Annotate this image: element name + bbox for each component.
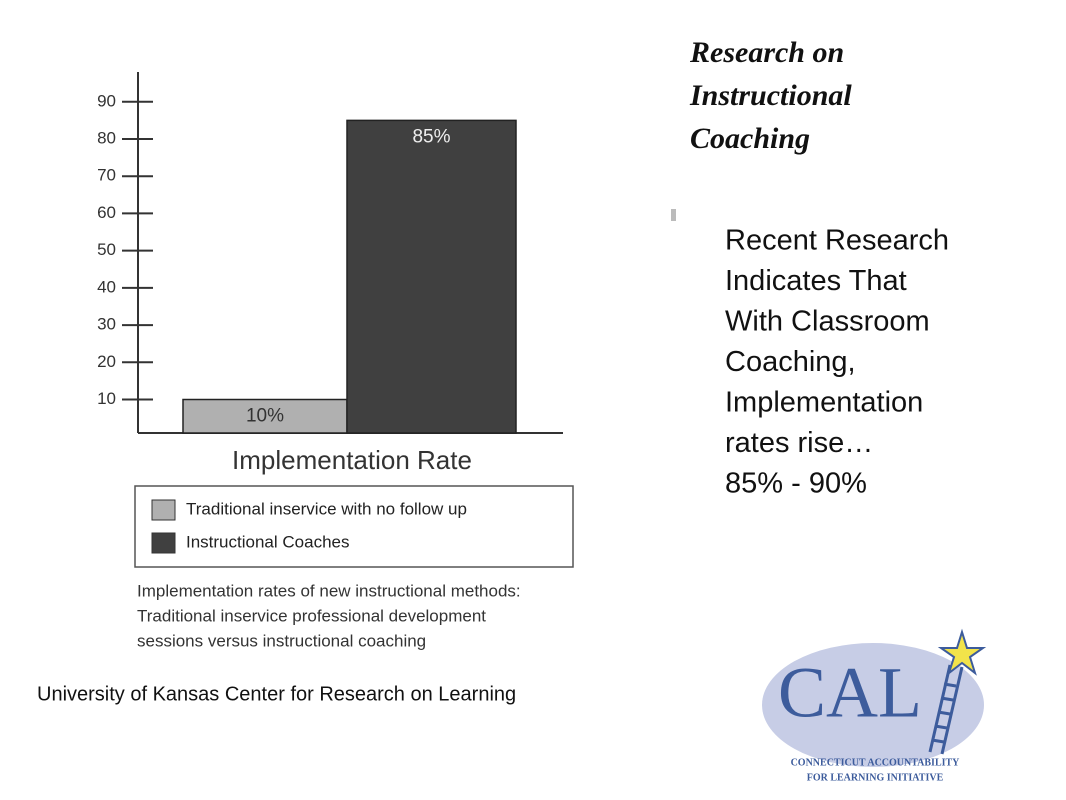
y-tick-label: 20 (97, 352, 116, 371)
legend-box (134, 485, 574, 568)
y-tick-label: 80 (97, 128, 116, 147)
legend-label: Traditional inservice with no follow up (186, 499, 467, 518)
logo-text: FOR LEARNING INITIATIVE (807, 772, 944, 783)
caption: Traditional inservice professional devel… (137, 606, 486, 625)
body-text: rates rise… (725, 427, 873, 459)
logo-text: CONNECTICUT ACCOUNTABILITY (791, 757, 961, 768)
legend-swatch (151, 532, 176, 554)
logo-ladder (928, 664, 964, 755)
body-text: Indicates That (725, 265, 907, 297)
caption: Implementation rates of new instructiona… (137, 581, 521, 600)
legend-label: Instructional Coaches (186, 532, 349, 551)
bar (346, 119, 517, 434)
y-tick-label: 40 (97, 277, 116, 296)
y-tick-label: 10 (97, 389, 116, 408)
slide-title: Instructional (689, 79, 852, 112)
value-label: 10% (246, 406, 284, 427)
bullet (671, 209, 676, 221)
body-text: 85% - 90% (725, 468, 867, 500)
caption: sessions versus instructional coaching (137, 631, 426, 650)
logo: CAL (762, 628, 987, 767)
y-tick-label: 70 (97, 166, 116, 185)
y-tick-label: 30 (97, 315, 116, 334)
x-axis-label: Implementation Rate (232, 445, 472, 475)
y-tick-label: 50 (97, 240, 116, 259)
logo-ellipse (762, 643, 984, 767)
bar (182, 398, 348, 434)
value-label: 85% (412, 126, 450, 147)
body-text: Coaching, (725, 346, 856, 378)
y-tick-label: 90 (97, 91, 116, 110)
logo-mark: CAL (778, 653, 922, 733)
y-tick-label: 60 (97, 203, 116, 222)
source: University of Kansas Center for Research… (37, 683, 516, 705)
body-text: With Classroom (725, 306, 930, 338)
body-text: Implementation (725, 387, 923, 419)
body-text: Recent Research (725, 225, 949, 257)
slide-title: Research on (689, 36, 844, 69)
slide-title: Coaching (690, 122, 810, 155)
logo-star (937, 628, 987, 676)
legend-swatch (151, 499, 176, 521)
